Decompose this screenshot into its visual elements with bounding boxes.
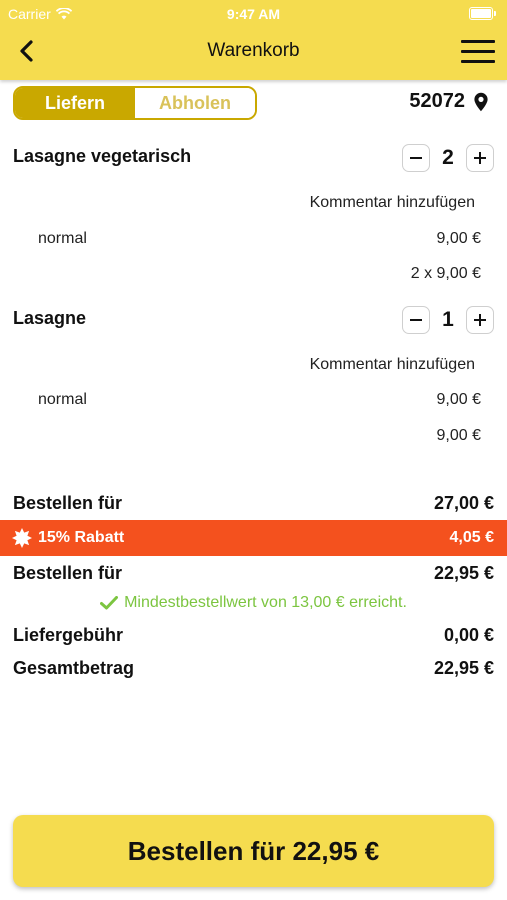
postcode-selector[interactable]: 52072 (409, 90, 489, 113)
total-row: Gesamtbetrag 22,95 € (13, 658, 494, 679)
minus-icon (410, 319, 422, 321)
decrease-button[interactable] (402, 306, 430, 334)
discount-badge-icon (12, 528, 32, 548)
location-pin-icon (474, 92, 488, 111)
postcode: 52072 (409, 90, 465, 112)
place-order-button[interactable]: Bestellen für 22,95 € (13, 815, 494, 887)
item-unit-price: 9,00 € (436, 230, 481, 247)
quantity-stepper: 1 (402, 306, 494, 334)
top-bar: Carrier 9:47 AM Warenkorb (0, 0, 507, 80)
hamburger-menu-icon[interactable] (461, 40, 495, 64)
delivery-fee-value: 0,00 € (443, 625, 494, 645)
item-unit-price: 9,00 € (436, 391, 481, 408)
tab-deliver[interactable]: Liefern (15, 88, 135, 118)
discounted-subtotal-row: Bestellen für 22,95 € (13, 563, 494, 584)
item-variant: normal (38, 391, 87, 408)
quantity-stepper: 2 (402, 144, 494, 172)
wifi-icon (55, 8, 72, 20)
delivery-fee-label: Liefergebühr (13, 625, 124, 645)
tab-pickup[interactable]: Abholen (135, 88, 255, 118)
increase-button[interactable] (466, 144, 494, 172)
discount-label: 15% Rabatt (38, 529, 125, 546)
cart-item-name: Lasagne (13, 308, 87, 328)
carrier-label: Carrier (8, 6, 51, 22)
min-order-note: Mindestbestellwert von 13,00 € erreicht. (0, 594, 507, 612)
discounted-subtotal-label: Bestellen für (13, 563, 123, 583)
min-order-text: Mindestbestellwert von 13,00 € erreicht. (124, 594, 407, 611)
quantity-value: 2 (442, 146, 454, 169)
discount-banner: 15% Rabatt 4,05 € (0, 520, 507, 556)
total-label: Gesamtbetrag (13, 658, 135, 678)
item-line-total: 2 x 9,00 € (410, 265, 481, 282)
page-title: Warenkorb (207, 40, 300, 61)
subtotal-label: Bestellen für (13, 493, 123, 513)
plus-icon (474, 314, 486, 326)
subtotal-row: Bestellen für 27,00 € (13, 493, 494, 514)
plus-icon (474, 152, 486, 164)
add-comment-link[interactable]: Kommentar hinzufügen (309, 356, 475, 373)
discounted-subtotal-value: 22,95 € (433, 563, 494, 583)
decrease-button[interactable] (402, 144, 430, 172)
delivery-fee-row: Liefergebühr 0,00 € (13, 625, 494, 646)
subtotal-value: 27,00 € (433, 493, 494, 513)
add-comment-link[interactable]: Kommentar hinzufügen (309, 194, 475, 211)
total-value: 22,95 € (433, 658, 494, 678)
chevron-left-icon[interactable] (14, 38, 40, 64)
delivery-mode-toggle[interactable]: Liefern Abholen (13, 86, 257, 120)
carrier: Carrier (8, 6, 72, 22)
status-bar: Carrier 9:47 AM (0, 6, 507, 22)
discount-value: 4,05 € (449, 529, 494, 546)
item-line-total: 9,00 € (436, 427, 481, 444)
battery-icon (469, 7, 496, 20)
item-variant: normal (38, 230, 87, 247)
cart-item-name: Lasagne vegetarisch (13, 146, 192, 166)
quantity-value: 1 (442, 308, 454, 331)
minus-icon (410, 157, 422, 159)
increase-button[interactable] (466, 306, 494, 334)
clock: 9:47 AM (226, 6, 281, 22)
checkmark-icon (100, 596, 119, 610)
